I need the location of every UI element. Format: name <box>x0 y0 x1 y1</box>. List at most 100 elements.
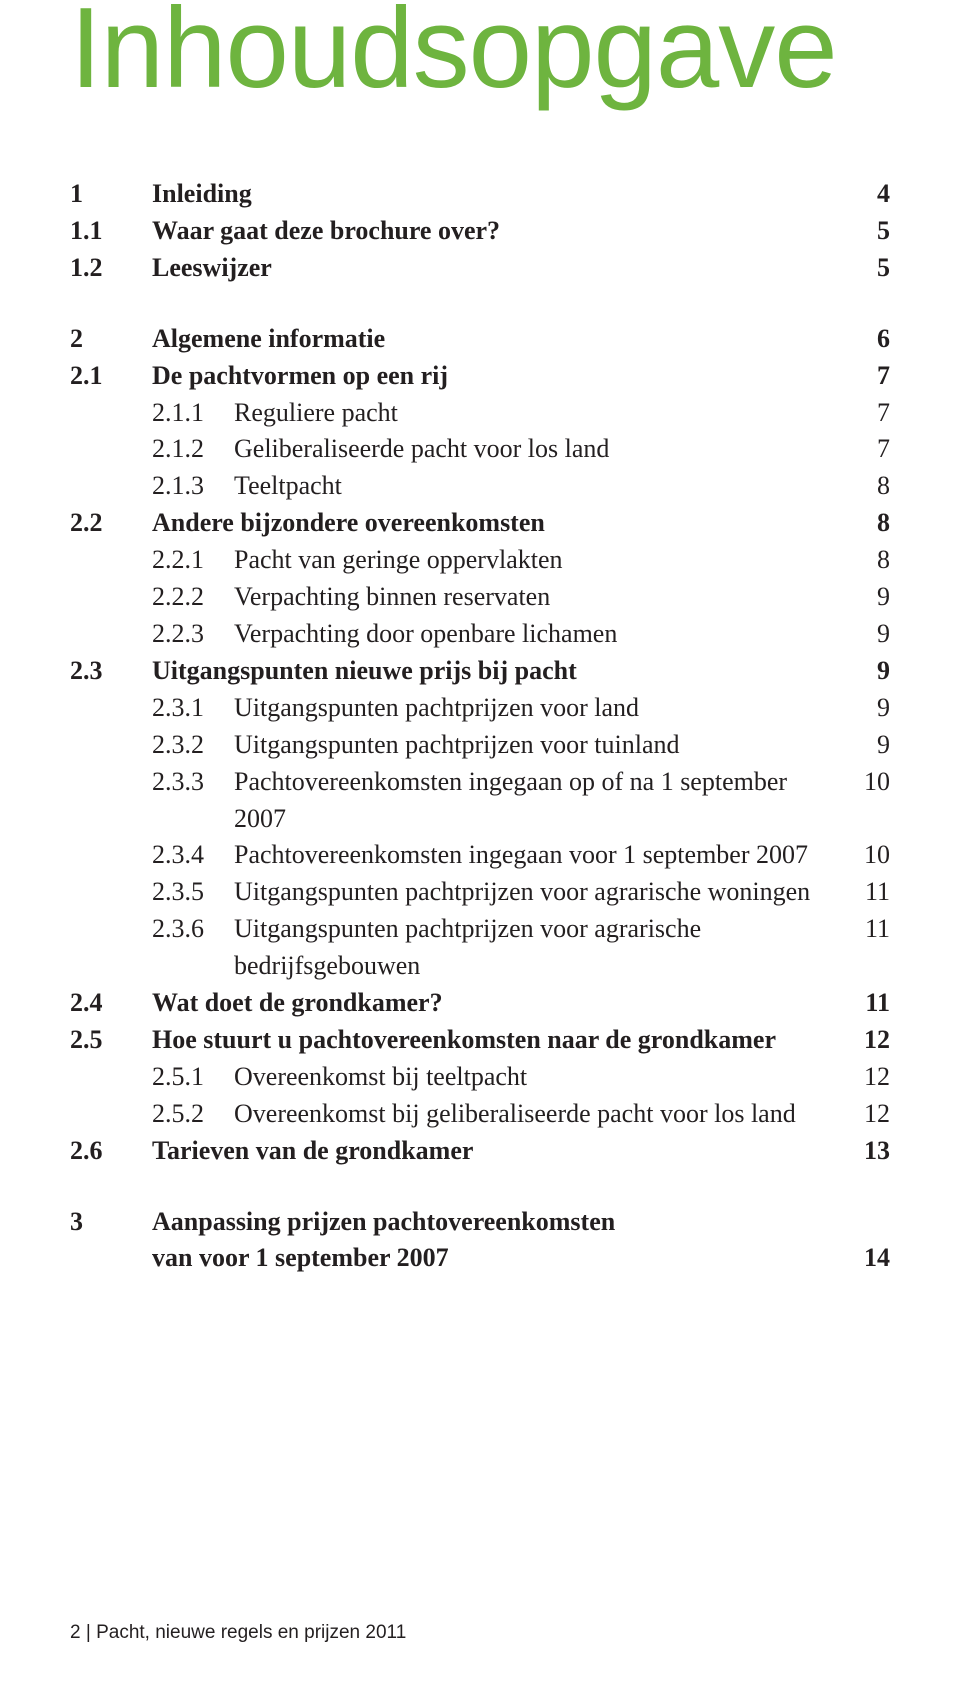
toc-entry-label: Tarieven van de grondkamer <box>152 1133 854 1170</box>
footer-text: Pacht, nieuwe regels en prijzen 2011 <box>96 1622 406 1643</box>
toc-entry-number: 2.3.3 <box>70 764 234 801</box>
toc-entry-label: Pachtovereenkomsten ingegaan op of na 1 … <box>234 764 854 838</box>
toc-entry-number: 2.2.1 <box>70 542 234 579</box>
toc-entry-label: Wat doet de grondkamer? <box>152 985 854 1022</box>
toc-entry-number: 1.1 <box>70 213 152 250</box>
toc-entry-label: Inleiding <box>152 176 854 213</box>
page-title: Inhoudsopgave <box>70 0 890 106</box>
toc-entry-page: 8 <box>854 505 890 542</box>
toc-entry-page: 12 <box>854 1096 890 1133</box>
toc-entry-number: 3 <box>70 1204 152 1241</box>
toc-entry-page: 9 <box>854 653 890 690</box>
toc-entry-number: 2.3.2 <box>70 727 234 764</box>
toc-row: 2.3.3Pachtovereenkomsten ingegaan op of … <box>70 764 890 838</box>
toc-row: 2.5Hoe stuurt u pachtovereenkomsten naar… <box>70 1022 890 1059</box>
toc-entry-page: 8 <box>854 468 890 505</box>
footer-separator: | <box>81 1622 97 1643</box>
toc-row: 1.1Waar gaat deze brochure over?5 <box>70 213 890 250</box>
toc-entry-number: 2.5 <box>70 1022 152 1059</box>
toc-entry-page: 9 <box>854 727 890 764</box>
toc-row: 2.2.1Pacht van geringe oppervlakten8 <box>70 542 890 579</box>
toc-entry-page: 7 <box>854 358 890 395</box>
toc-entry-number: 2.4 <box>70 985 152 1022</box>
toc-entry-page: 10 <box>854 764 890 801</box>
toc-row: 2Algemene informatie6 <box>70 321 890 358</box>
toc-entry-label: Uitgangspunten pachtprijzen voor tuinlan… <box>234 727 854 764</box>
toc-row: 3Aanpassing prijzen pachtovereenkomsten … <box>70 1204 890 1278</box>
toc-entry-label: De pachtvormen op een rij <box>152 358 854 395</box>
toc-row: 2.3Uitgangspunten nieuwe prijs bij pacht… <box>70 653 890 690</box>
toc-entry-page: 7 <box>854 395 890 432</box>
toc-row: 2.5.1Overeenkomst bij teeltpacht12 <box>70 1059 890 1096</box>
toc-entry-page: 10 <box>854 837 890 874</box>
toc-entry-number: 2.3.1 <box>70 690 234 727</box>
toc-entry-label: Uitgangspunten pachtprijzen voor agraris… <box>234 911 854 985</box>
toc-group: 3Aanpassing prijzen pachtovereenkomsten … <box>70 1204 890 1278</box>
toc-row: 1Inleiding4 <box>70 176 890 213</box>
toc-row: 2.1De pachtvormen op een rij7 <box>70 358 890 395</box>
toc-entry-number: 2.3.4 <box>70 837 234 874</box>
toc-entry-label: Overeenkomst bij teeltpacht <box>234 1059 854 1096</box>
toc-entry-label: Uitgangspunten nieuwe prijs bij pacht <box>152 653 854 690</box>
toc-row: 2.5.2Overeenkomst bij geliberaliseerde p… <box>70 1096 890 1133</box>
toc-entry-number: 2.1 <box>70 358 152 395</box>
toc-entry-label: Leeswijzer <box>152 250 854 287</box>
toc-entry-label: Andere bijzondere overeenkomsten <box>152 505 854 542</box>
toc-entry-label: Verpachting door openbare lichamen <box>234 616 854 653</box>
toc-entry-page: 5 <box>854 250 890 287</box>
toc-entry-number-spacer <box>70 1240 152 1277</box>
toc-row: 2.2Andere bijzondere overeenkomsten8 <box>70 505 890 542</box>
toc-entry-label: Reguliere pacht <box>234 395 854 432</box>
toc-entry-label: Waar gaat deze brochure over? <box>152 213 854 250</box>
footer-page-number: 2 <box>70 1622 81 1643</box>
toc-entry-page: 8 <box>854 542 890 579</box>
toc-row: 1.2Leeswijzer5 <box>70 250 890 287</box>
toc-entry-label: Pacht van geringe oppervlakten <box>234 542 854 579</box>
toc-row: 2.3.1Uitgangspunten pachtprijzen voor la… <box>70 690 890 727</box>
toc-entry-page: 12 <box>854 1022 890 1059</box>
toc-entry-label: Pachtovereenkomsten ingegaan voor 1 sept… <box>234 837 854 874</box>
toc-row: 2.1.1Reguliere pacht7 <box>70 395 890 432</box>
toc-entry-label: Overeenkomst bij geliberaliseerde pacht … <box>234 1096 854 1133</box>
toc-entry-page: 13 <box>854 1133 890 1170</box>
page-footer: 2 | Pacht, nieuwe regels en prijzen 2011 <box>70 1622 406 1644</box>
table-of-contents: 1Inleiding41.1Waar gaat deze brochure ov… <box>70 176 890 1277</box>
toc-entry-number: 2.3.5 <box>70 874 234 911</box>
toc-row: 2.3.2Uitgangspunten pachtprijzen voor tu… <box>70 727 890 764</box>
toc-entry-number: 2.1.1 <box>70 395 234 432</box>
toc-entry-page: 7 <box>854 431 890 468</box>
toc-entry-number: 2.6 <box>70 1133 152 1170</box>
toc-entry-label: Uitgangspunten pachtprijzen voor land <box>234 690 854 727</box>
toc-entry-label: Uitgangspunten pachtprijzen voor agraris… <box>234 874 854 911</box>
toc-entry-label: Aanpassing prijzen pachtovereenkomsten <box>152 1204 890 1241</box>
toc-entry-page: 14 <box>854 1240 890 1277</box>
toc-row: 2.6Tarieven van de grondkamer13 <box>70 1133 890 1170</box>
toc-group: 1Inleiding41.1Waar gaat deze brochure ov… <box>70 176 890 287</box>
toc-entry-page: 11 <box>854 911 890 948</box>
toc-entry-page: 9 <box>854 690 890 727</box>
toc-entry-page: 11 <box>854 874 890 911</box>
toc-entry-page: 9 <box>854 616 890 653</box>
toc-entry-number: 2.2.3 <box>70 616 234 653</box>
toc-entry-page: 12 <box>854 1059 890 1096</box>
toc-row: 2.3.5Uitgangspunten pachtprijzen voor ag… <box>70 874 890 911</box>
toc-entry-label: Algemene informatie <box>152 321 854 358</box>
toc-entry-number: 2.1.2 <box>70 431 234 468</box>
toc-entry-page: 9 <box>854 579 890 616</box>
toc-entry-label: Verpachting binnen reservaten <box>234 579 854 616</box>
toc-entry-number: 2.1.3 <box>70 468 234 505</box>
toc-entry-number: 2.3 <box>70 653 152 690</box>
toc-group: 2Algemene informatie62.1De pachtvormen o… <box>70 321 890 1170</box>
toc-entry-number: 2.5.2 <box>70 1096 234 1133</box>
toc-entry-label: Geliberaliseerde pacht voor los land <box>234 431 854 468</box>
toc-entry-page: 5 <box>854 213 890 250</box>
toc-entry-page: 4 <box>854 176 890 213</box>
toc-row: 2.2.3Verpachting door openbare lichamen9 <box>70 616 890 653</box>
toc-entry-label-cont: van voor 1 september 2007 <box>152 1240 854 1277</box>
toc-entry-page: 11 <box>854 985 890 1022</box>
toc-entry-number: 2.2 <box>70 505 152 542</box>
toc-entry-number: 2.2.2 <box>70 579 234 616</box>
toc-row: 2.1.3Teeltpacht8 <box>70 468 890 505</box>
toc-row: 2.3.4Pachtovereenkomsten ingegaan voor 1… <box>70 837 890 874</box>
toc-entry-number: 1.2 <box>70 250 152 287</box>
